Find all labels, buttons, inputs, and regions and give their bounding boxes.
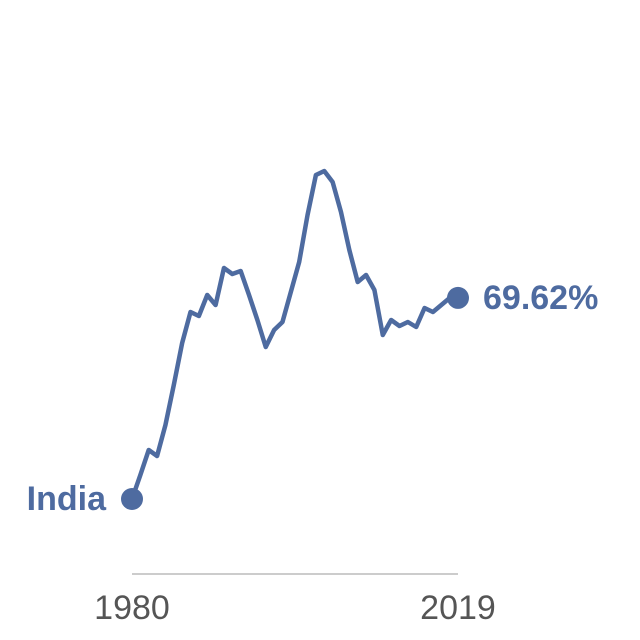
x-tick-label: 2019 [420, 589, 496, 627]
series-label: India [27, 480, 107, 518]
x-tick-label: 1980 [94, 589, 170, 627]
line [129, 168, 459, 500]
start-dot [121, 488, 143, 510]
end-dot [447, 286, 469, 309]
end-value-label: 69.62% [483, 279, 598, 317]
